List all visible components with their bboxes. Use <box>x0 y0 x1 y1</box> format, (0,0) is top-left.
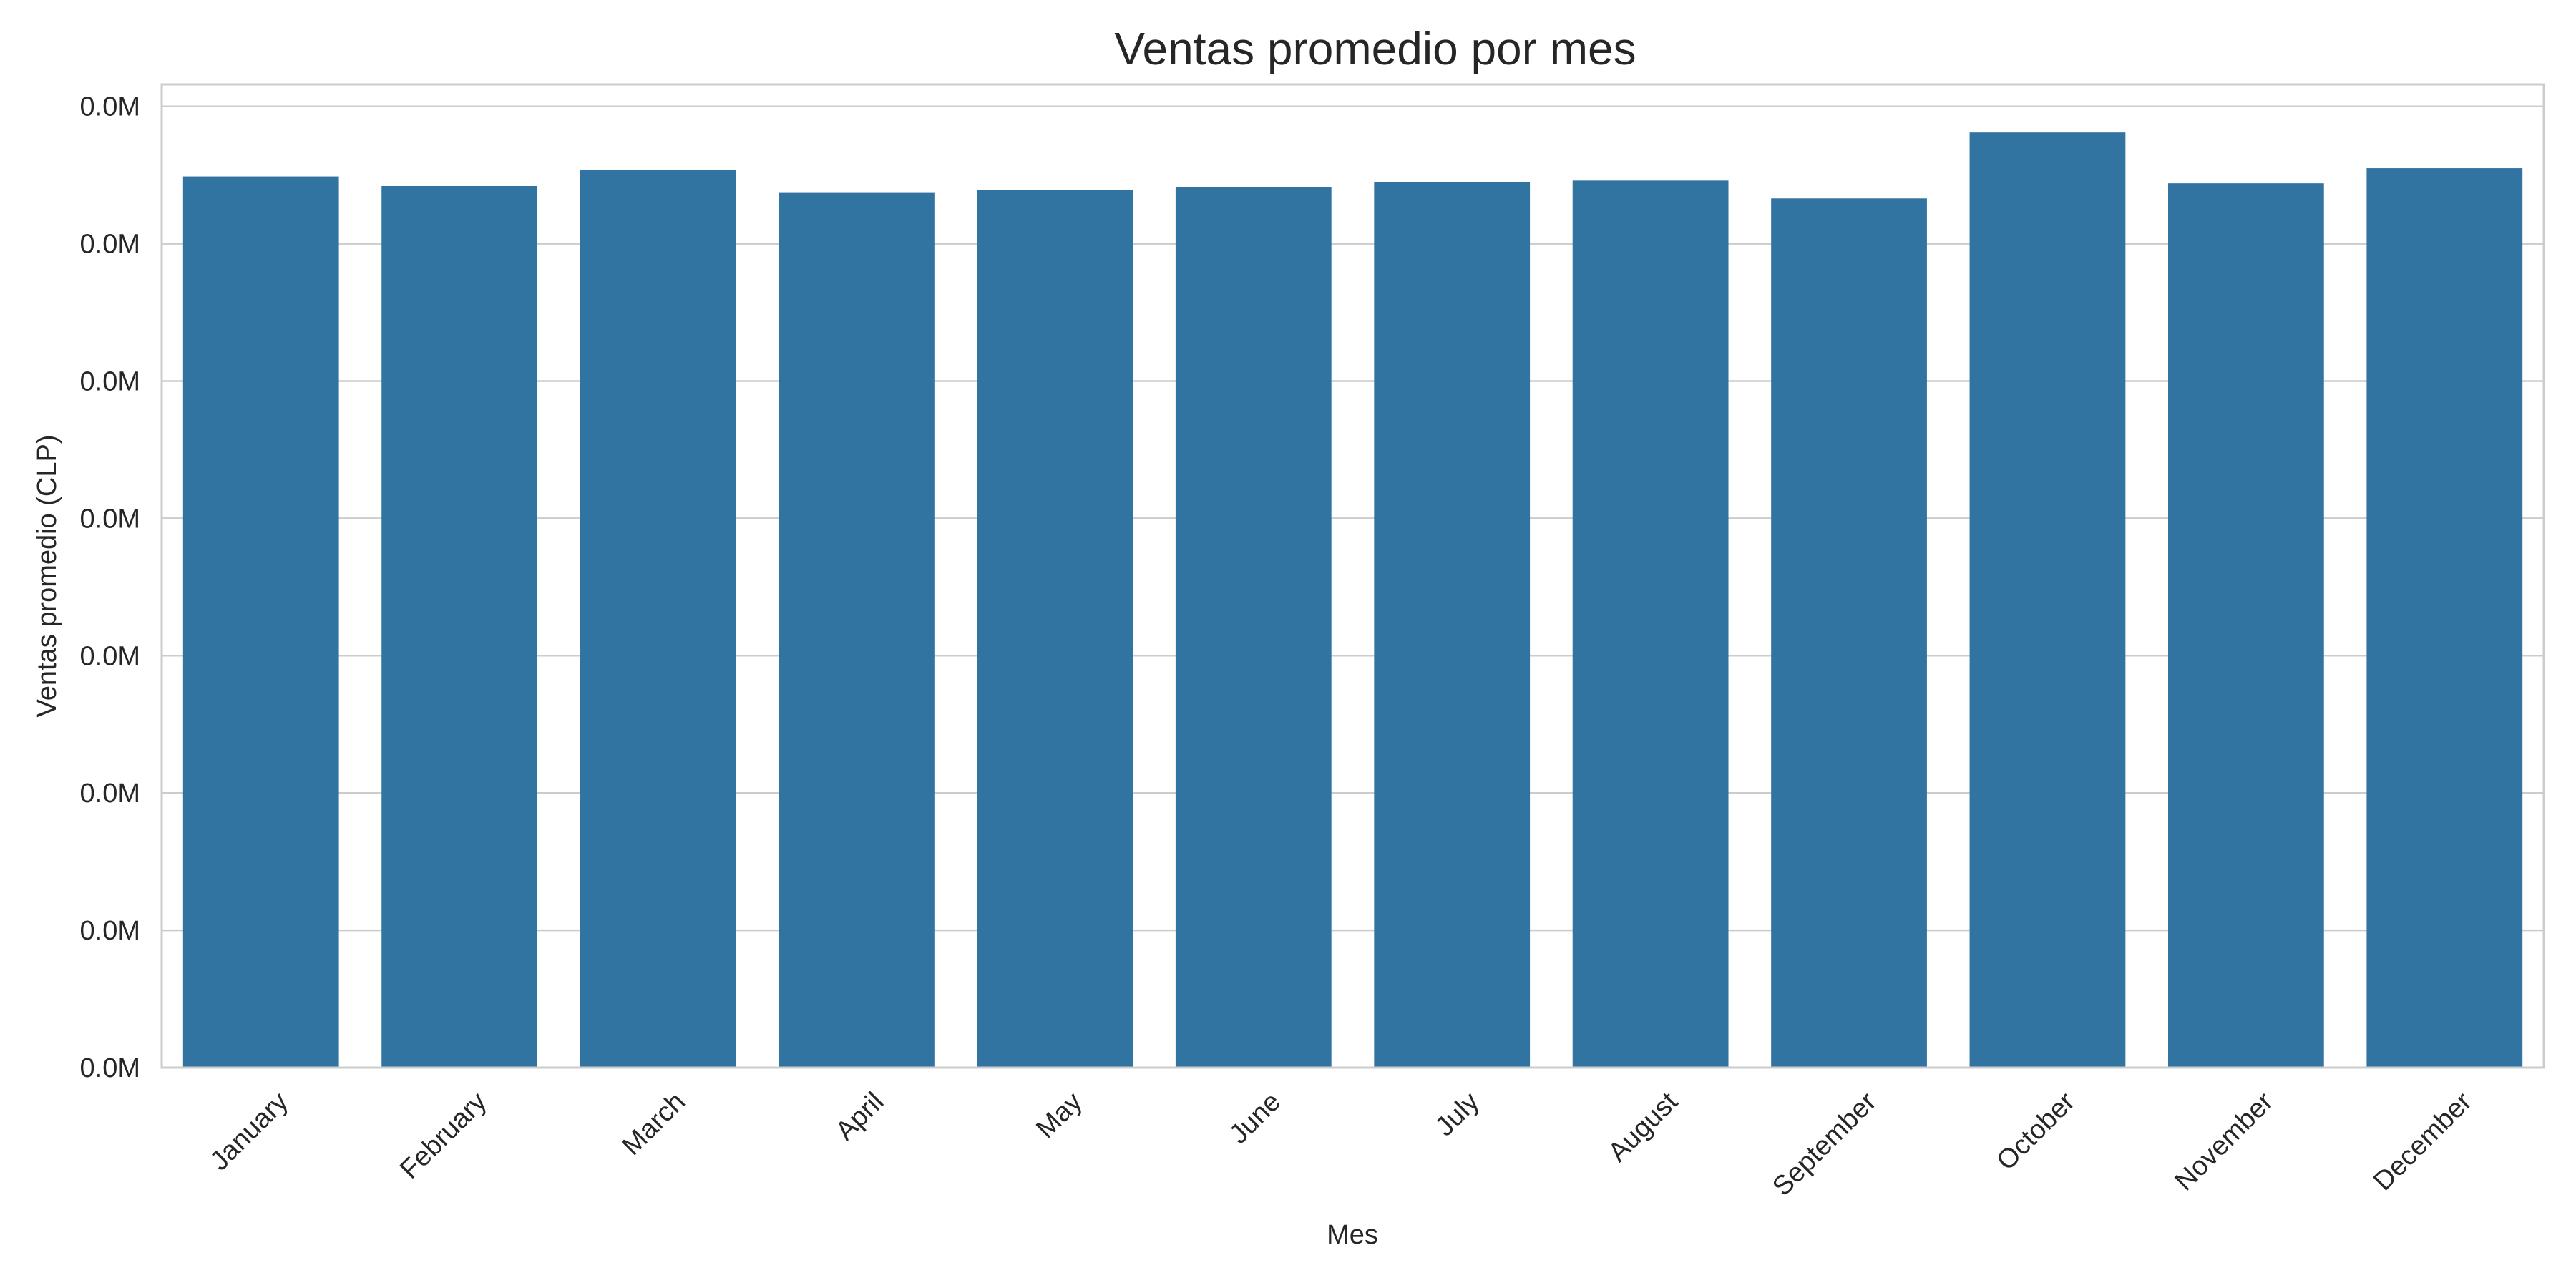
bar-january <box>182 176 339 1068</box>
x-tick-label-february: February <box>394 1087 492 1185</box>
x-tick-label-september: September <box>1767 1086 1882 1201</box>
y-tick-label: 0.0M <box>80 1053 140 1083</box>
x-tick-label-january: January <box>205 1087 294 1176</box>
bar-october <box>1969 132 2126 1068</box>
bar-november <box>2167 183 2324 1068</box>
y-tick-labels: 0.0M 0.0M 0.0M 0.0M 0.0M 0.0M 0.0M 0.0M <box>80 92 140 1083</box>
y-axis-label: Ventas promedio (CLP) <box>32 435 62 718</box>
x-axis-label: Mes <box>1327 1220 1378 1250</box>
y-tick-label: 0.0M <box>80 92 140 122</box>
y-tick-label: 0.0M <box>80 367 140 397</box>
x-tick-label-october: October <box>1991 1086 2082 1176</box>
x-tick-label-march: March <box>617 1087 691 1161</box>
bar-may <box>977 190 1133 1068</box>
bar-december <box>2366 168 2523 1068</box>
x-tick-label-november: November <box>2170 1086 2280 1196</box>
x-tick-label-april: April <box>830 1087 889 1146</box>
bar-march <box>580 169 736 1068</box>
x-tick-label-july: July <box>1430 1087 1485 1142</box>
x-tick-label-december: December <box>2368 1086 2478 1196</box>
x-tick-label-august: August <box>1603 1086 1684 1168</box>
bar-june <box>1175 187 1332 1068</box>
bar-july <box>1374 182 1531 1068</box>
plot-frame <box>160 83 2545 1069</box>
bar-august <box>1572 180 1729 1068</box>
y-tick-label: 0.0M <box>80 916 140 946</box>
chart-title: Ventas promedio por mes <box>1114 23 1636 74</box>
bars <box>182 132 2523 1068</box>
y-tick-label: 0.0M <box>80 230 140 260</box>
bar-april <box>779 192 935 1068</box>
bar-september <box>1771 198 1927 1068</box>
bar-february <box>381 186 538 1068</box>
y-tick-label: 0.0M <box>80 641 140 671</box>
y-tick-label: 0.0M <box>80 504 140 534</box>
x-tick-labels: January February March April May June July Augu… <box>205 1086 2478 1201</box>
y-tick-label: 0.0M <box>80 779 140 809</box>
x-tick-label-june: June <box>1224 1087 1287 1150</box>
grid-lines <box>162 105 2544 1069</box>
x-tick-label-may: May <box>1030 1087 1088 1144</box>
